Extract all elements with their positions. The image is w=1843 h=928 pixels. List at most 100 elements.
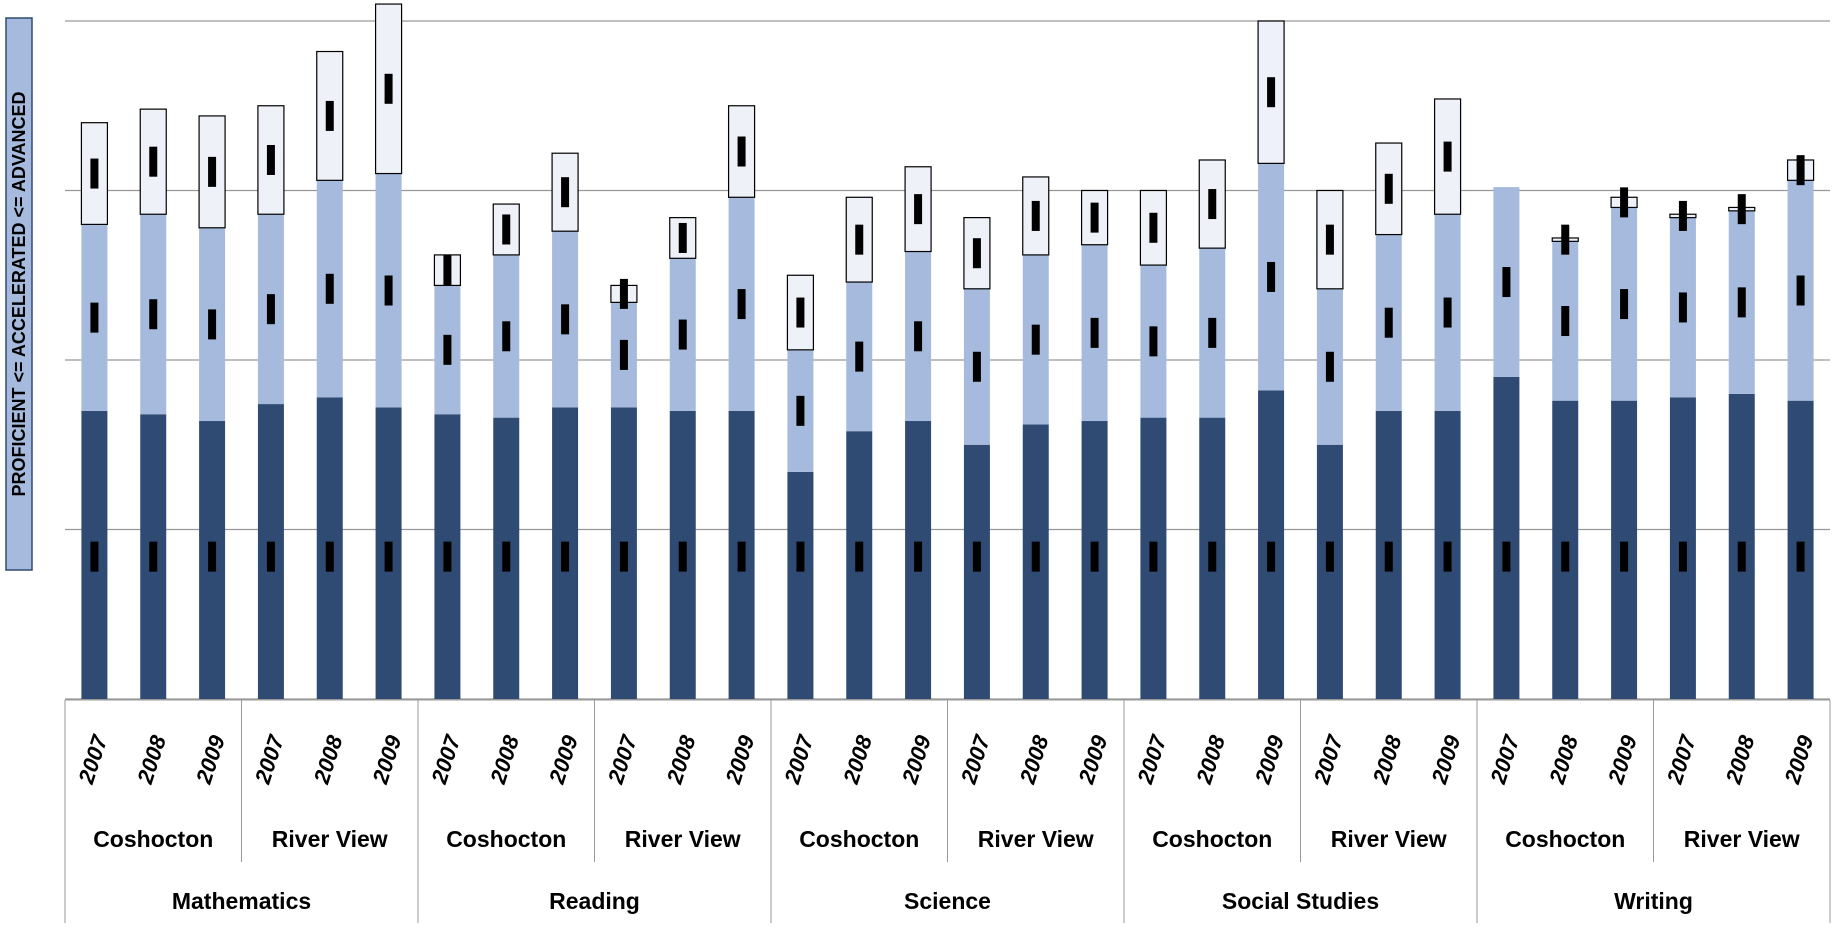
label-box bbox=[1796, 275, 1805, 306]
label-box bbox=[384, 275, 393, 306]
label-box bbox=[619, 339, 628, 370]
x-tick-label: 2008 bbox=[1367, 732, 1406, 788]
x-tick-label: 2009 bbox=[1779, 732, 1818, 788]
x-tick-label: 2007 bbox=[1309, 731, 1349, 788]
x-tick-label: 2009 bbox=[1073, 732, 1112, 788]
label-box bbox=[208, 156, 217, 187]
group-label: Mathematics bbox=[172, 888, 311, 914]
label-box bbox=[1678, 541, 1687, 572]
label-box bbox=[1737, 194, 1746, 225]
label-box bbox=[1561, 224, 1570, 255]
group-label: Writing bbox=[1614, 888, 1693, 914]
label-box bbox=[1502, 541, 1511, 572]
label-box bbox=[208, 541, 217, 572]
x-tick-label: 2008 bbox=[485, 732, 524, 788]
label-box bbox=[90, 302, 99, 333]
label-box bbox=[1267, 541, 1276, 572]
group-label: River View bbox=[1684, 826, 1800, 852]
label-box bbox=[1796, 155, 1805, 186]
label-box bbox=[266, 294, 275, 325]
label-box bbox=[325, 541, 334, 572]
label-box bbox=[1208, 541, 1217, 572]
label-box bbox=[1561, 541, 1570, 572]
label-box bbox=[1737, 541, 1746, 572]
label-box bbox=[1090, 202, 1099, 233]
x-tick-label: 2008 bbox=[1191, 732, 1230, 788]
group-label: Coshocton bbox=[799, 826, 919, 852]
label-box bbox=[1443, 297, 1452, 328]
label-box bbox=[1384, 541, 1393, 572]
y-axis-label: PROFICIENT <= ACCELERATED <= ADVANCED bbox=[9, 91, 29, 496]
label-box bbox=[1149, 326, 1158, 357]
bar-segment bbox=[787, 471, 814, 699]
label-box bbox=[1149, 212, 1158, 243]
label-box bbox=[914, 321, 923, 352]
x-tick-label: 2009 bbox=[897, 732, 936, 788]
label-box bbox=[1384, 173, 1393, 204]
label-box bbox=[737, 136, 746, 167]
label-box bbox=[1443, 541, 1452, 572]
label-box bbox=[914, 194, 923, 225]
label-box bbox=[1737, 287, 1746, 318]
bar-segment bbox=[963, 444, 990, 699]
label-box bbox=[972, 541, 981, 572]
label-box bbox=[619, 541, 628, 572]
group-label: River View bbox=[978, 826, 1094, 852]
group-label: River View bbox=[625, 826, 741, 852]
x-tick-label: 2008 bbox=[661, 732, 700, 788]
label-box bbox=[619, 278, 628, 309]
label-box bbox=[502, 321, 511, 352]
group-label: Coshocton bbox=[446, 826, 566, 852]
label-box bbox=[796, 395, 805, 426]
bar-segment bbox=[1493, 376, 1520, 699]
group-label: Reading bbox=[549, 888, 640, 914]
x-tick-label: 2007 bbox=[73, 731, 113, 788]
label-box bbox=[561, 304, 570, 335]
label-box bbox=[1325, 224, 1334, 255]
label-box bbox=[1620, 541, 1629, 572]
label-box bbox=[561, 177, 570, 208]
label-box bbox=[1678, 200, 1687, 231]
label-box bbox=[737, 541, 746, 572]
y-label-box bbox=[5, 17, 33, 571]
label-box bbox=[796, 541, 805, 572]
x-tick-label: 2009 bbox=[1426, 732, 1465, 788]
x-tick-label: 2007 bbox=[956, 731, 996, 788]
group-label: River View bbox=[1331, 826, 1447, 852]
label-box bbox=[1031, 200, 1040, 231]
label-box bbox=[443, 334, 452, 365]
label-box bbox=[384, 541, 393, 572]
x-tick-label: 2007 bbox=[779, 731, 819, 788]
x-tick-label: 2009 bbox=[367, 732, 406, 788]
x-tick-label: 2008 bbox=[1720, 732, 1759, 788]
label-box bbox=[972, 238, 981, 269]
group-label: Social Studies bbox=[1222, 888, 1379, 914]
x-tick-label: 2008 bbox=[1014, 732, 1053, 788]
label-box bbox=[208, 309, 217, 340]
x-tick-label: 2007 bbox=[426, 731, 466, 788]
label-box bbox=[1267, 261, 1276, 292]
x-tick-label: 2008 bbox=[1544, 732, 1583, 788]
label-box bbox=[443, 255, 452, 286]
x-tick-label: 2007 bbox=[1485, 731, 1525, 788]
label-box bbox=[1090, 317, 1099, 348]
group-label: River View bbox=[272, 826, 388, 852]
label-box bbox=[1384, 307, 1393, 338]
label-box bbox=[914, 541, 923, 572]
x-tick-label: 2008 bbox=[838, 732, 877, 788]
x-tick-label: 2008 bbox=[132, 732, 171, 788]
label-box bbox=[972, 351, 981, 382]
label-box bbox=[384, 73, 393, 104]
label-box bbox=[678, 319, 687, 350]
label-box bbox=[678, 541, 687, 572]
label-box bbox=[561, 541, 570, 572]
label-box bbox=[1502, 267, 1511, 298]
label-box bbox=[443, 541, 452, 572]
label-box bbox=[1325, 351, 1334, 382]
label-box bbox=[1620, 289, 1629, 320]
x-tick-label: 2007 bbox=[250, 731, 290, 788]
label-box bbox=[1031, 541, 1040, 572]
label-box bbox=[149, 541, 158, 572]
label-box bbox=[90, 541, 99, 572]
